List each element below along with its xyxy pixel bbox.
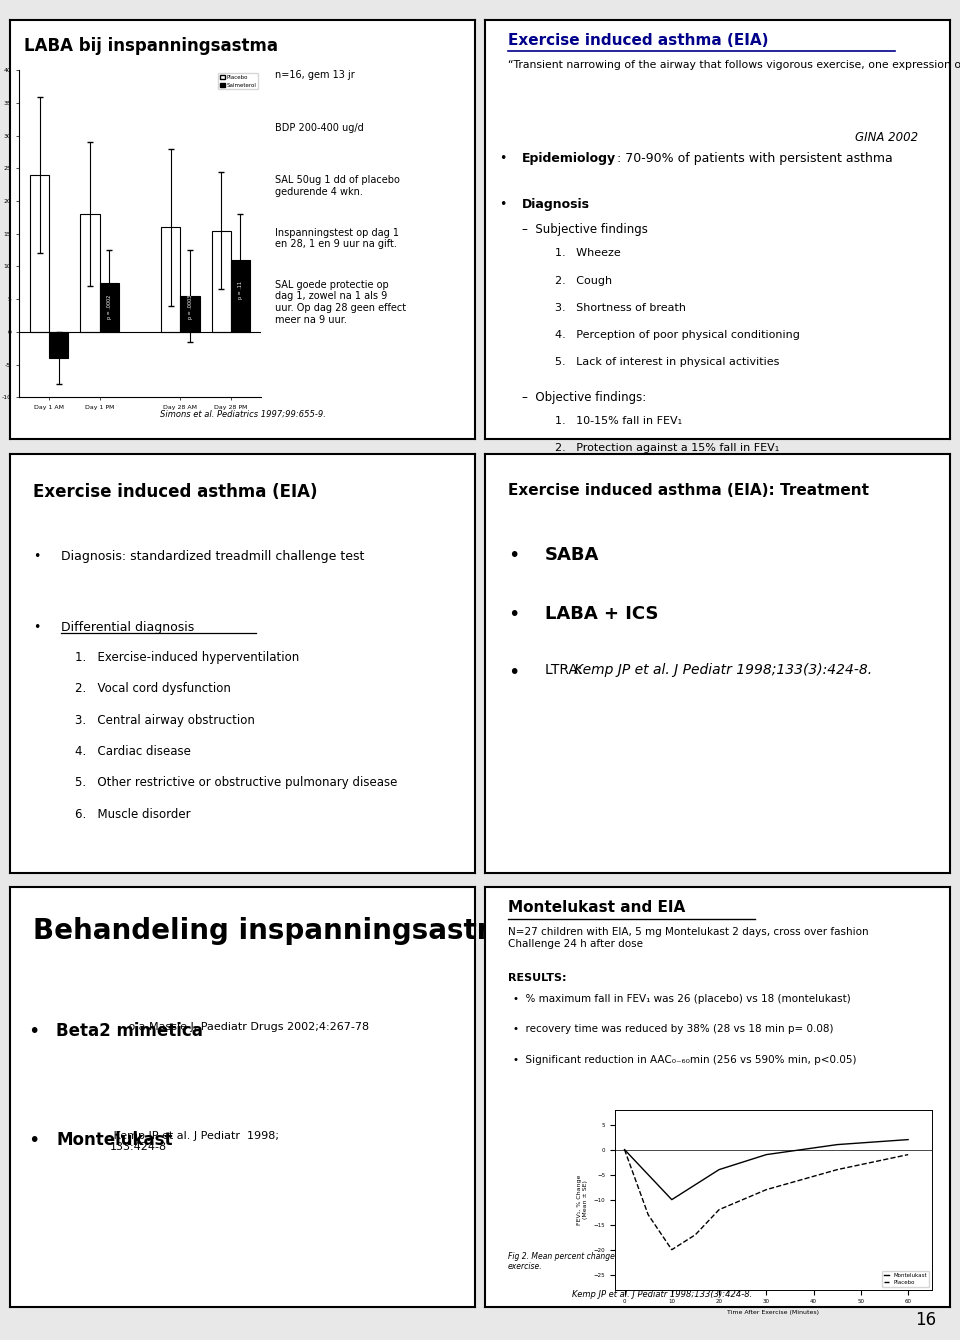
Text: Exercise induced asthma (EIA): Exercise induced asthma (EIA) [33, 484, 318, 501]
Text: Montelukast and EIA: Montelukast and EIA [508, 900, 685, 915]
Text: •: • [498, 198, 506, 212]
Text: •  % maximum fall in FEV₁ was 26 (placebo) vs 18 (montelukast): • % maximum fall in FEV₁ was 26 (placebo… [513, 994, 851, 1004]
Text: 3.   Central airway obstruction: 3. Central airway obstruction [75, 714, 254, 726]
Text: SAL goede protectie op
dag 1, zowel na 1 als 9
uur. Op dag 28 geen effect
meer n: SAL goede protectie op dag 1, zowel na 1… [276, 280, 406, 324]
Text: BDP 200-400 ug/d: BDP 200-400 ug/d [276, 123, 364, 133]
Text: 1.   Wheeze: 1. Wheeze [555, 248, 620, 259]
Text: o.a Massie J, Paediatr Drugs 2002;4:267-78: o.a Massie J, Paediatr Drugs 2002;4:267-… [125, 1021, 369, 1032]
Text: 16: 16 [915, 1312, 936, 1329]
Text: •  Significant reduction in AAC₀₋₆₀min (256 vs 590% min, p<0.05): • Significant reduction in AAC₀₋₆₀min (2… [513, 1055, 856, 1065]
Text: “Transient narrowing of the airway that follows vigorous exercise, one expressio: “Transient narrowing of the airway that … [508, 60, 960, 70]
Text: Inspanningstest op dag 1
en 28, 1 en 9 uur na gift.: Inspanningstest op dag 1 en 28, 1 en 9 u… [276, 228, 399, 249]
Text: :: : [585, 198, 589, 212]
Text: •: • [498, 153, 506, 165]
Text: •: • [508, 604, 519, 623]
Text: Beta2 mimetica: Beta2 mimetica [57, 1021, 204, 1040]
Text: Behandeling inspanningsastma: Behandeling inspanningsastma [33, 917, 524, 945]
Text: 3.   Protection with bronchodilators: 3. Protection with bronchodilators [555, 470, 750, 481]
Text: •: • [33, 622, 40, 634]
Text: LABA bij inspanningsastma: LABA bij inspanningsastma [24, 38, 277, 55]
Text: –  Objective findings:: – Objective findings: [522, 391, 646, 403]
Text: •: • [508, 545, 519, 565]
Text: 1.   10-15% fall in FEV₁: 1. 10-15% fall in FEV₁ [555, 417, 682, 426]
Text: •: • [28, 1131, 39, 1150]
Text: 4.   Perception of poor physical conditioning: 4. Perception of poor physical condition… [555, 330, 800, 340]
Text: 2.   Vocal cord dysfunction: 2. Vocal cord dysfunction [75, 682, 230, 695]
Text: 3.   Shortness of breath: 3. Shortness of breath [555, 303, 685, 314]
Text: 5.   Other restrictive or obstructive pulmonary disease: 5. Other restrictive or obstructive pulm… [75, 776, 397, 789]
Text: Simons et al. Pediatrics 1997;99:655-9.: Simons et al. Pediatrics 1997;99:655-9. [159, 409, 325, 418]
Text: –  Subjective findings: – Subjective findings [522, 224, 648, 236]
Text: Montelukast: Montelukast [57, 1131, 173, 1148]
Text: SABA: SABA [545, 545, 600, 564]
Text: n=16, gem 13 jr: n=16, gem 13 jr [276, 71, 355, 80]
Text: GINA 2002: GINA 2002 [854, 131, 918, 145]
Text: LTRA:: LTRA: [545, 663, 587, 677]
Text: Kemp JP et al. J Pediatr  1998;
133:424-8: Kemp JP et al. J Pediatr 1998; 133:424-8 [110, 1131, 279, 1152]
Text: •  recovery time was reduced by 38% (28 vs 18 min p= 0.08): • recovery time was reduced by 38% (28 v… [513, 1025, 833, 1034]
Text: •: • [28, 1021, 39, 1041]
Text: Kemp JP et al. J Pediatr 1998;133(3):424-8.: Kemp JP et al. J Pediatr 1998;133(3):424… [571, 1289, 752, 1298]
Text: LABA + ICS: LABA + ICS [545, 604, 659, 623]
Text: 4.   Cardiac disease: 4. Cardiac disease [75, 745, 191, 758]
Text: RESULTS:: RESULTS: [508, 973, 566, 984]
Text: 2.   Protection against a 15% fall in FEV₁: 2. Protection against a 15% fall in FEV₁ [555, 444, 779, 453]
Text: Exercise induced asthma (EIA): Treatment: Exercise induced asthma (EIA): Treatment [508, 484, 869, 498]
Text: : 70-90% of patients with persistent asthma: : 70-90% of patients with persistent ast… [617, 153, 893, 165]
Text: Exercise induced asthma (EIA): Exercise induced asthma (EIA) [508, 32, 768, 48]
Text: 2.   Cough: 2. Cough [555, 276, 612, 285]
Text: SAL 50ug 1 dd of placebo
gedurende 4 wkn.: SAL 50ug 1 dd of placebo gedurende 4 wkn… [276, 176, 400, 197]
Text: Diagnosis: standardized treadmill challenge test: Diagnosis: standardized treadmill challe… [60, 551, 364, 563]
Text: 1.   Exercise-induced hyperventilation: 1. Exercise-induced hyperventilation [75, 651, 300, 663]
Text: Differential diagnosis: Differential diagnosis [60, 622, 194, 634]
Text: Diagnosis: Diagnosis [522, 198, 589, 212]
Text: Kemp JP et al. J Pediatr 1998;133(3):424-8.: Kemp JP et al. J Pediatr 1998;133(3):424… [574, 663, 873, 677]
Text: 6.   Muscle disorder: 6. Muscle disorder [75, 808, 190, 821]
Text: 5.   Lack of interest in physical activities: 5. Lack of interest in physical activiti… [555, 358, 779, 367]
Text: N=27 children with EIA, 5 mg Montelukast 2 days, cross over fashion
Challenge 24: N=27 children with EIA, 5 mg Montelukast… [508, 927, 869, 949]
Text: Epidemiology: Epidemiology [522, 153, 616, 165]
Text: •: • [33, 551, 40, 563]
Text: •: • [508, 663, 519, 682]
Text: Fig 2. Mean percent change in FEV₁ from pre-exercise FEV₁ at time points from 0 : Fig 2. Mean percent change in FEV₁ from … [508, 1252, 893, 1272]
